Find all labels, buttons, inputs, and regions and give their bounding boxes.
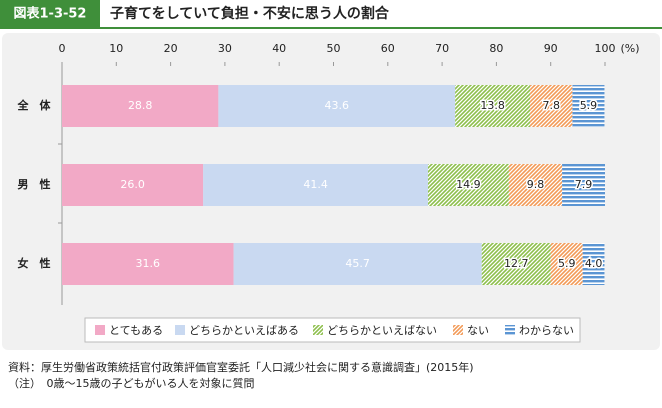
data-label: 28.8 bbox=[128, 99, 153, 112]
data-label: 7.8 bbox=[542, 99, 560, 112]
bar-segment bbox=[233, 243, 482, 285]
data-label: 43.6 bbox=[325, 99, 350, 112]
legend-swatch bbox=[175, 325, 185, 335]
bar-segment bbox=[62, 85, 219, 127]
legend-swatch bbox=[453, 325, 463, 335]
bar-segment bbox=[508, 164, 563, 206]
note: （注） 0歳～15歳の子どもがいる人を対象に質問 bbox=[8, 376, 255, 390]
figure-label: 図表1-3-52 bbox=[14, 6, 87, 22]
x-tick-label: 40 bbox=[272, 42, 286, 55]
x-tick-label: 30 bbox=[218, 42, 232, 55]
legend-swatch bbox=[505, 325, 515, 335]
unit-label: (%) bbox=[620, 42, 639, 55]
legend-swatch bbox=[95, 325, 105, 335]
category-label: 男 性 bbox=[18, 177, 51, 191]
data-label: 26.0 bbox=[120, 178, 145, 191]
bar-segment bbox=[455, 85, 531, 127]
bar-segment bbox=[62, 243, 234, 285]
source: 資料：厚生労働省政策統括官付政策評価官室委託「人口減少社会に関する意識調査」(2… bbox=[8, 360, 474, 374]
data-label: 5.9 bbox=[558, 257, 576, 270]
data-label: 41.4 bbox=[303, 178, 328, 191]
data-label: 4.0 bbox=[585, 257, 603, 270]
chart-title: 子育てをしていて負担・不安に思う人の割合 bbox=[110, 5, 390, 22]
legend-label: どちらかといえばない bbox=[327, 324, 437, 337]
x-tick-label: 90 bbox=[544, 42, 558, 55]
data-label: 12.7 bbox=[504, 257, 529, 270]
x-tick-label: 80 bbox=[489, 42, 503, 55]
x-tick-label: 50 bbox=[327, 42, 341, 55]
x-tick-label: 70 bbox=[435, 42, 449, 55]
category-label: 全 体 bbox=[17, 98, 52, 112]
legend-label: ない bbox=[467, 324, 489, 337]
legend-box bbox=[84, 317, 581, 343]
legend-label: どちらかといえばある bbox=[189, 324, 299, 337]
bar-segment bbox=[427, 164, 509, 206]
x-tick-label: 0 bbox=[59, 42, 66, 55]
bar-segment bbox=[218, 85, 456, 127]
bar-segment bbox=[562, 164, 605, 206]
bar-segment bbox=[572, 85, 605, 127]
bar-segment bbox=[530, 85, 573, 127]
data-label: 7.9 bbox=[575, 178, 593, 191]
legend-swatch bbox=[313, 325, 323, 335]
data-label: 31.6 bbox=[136, 257, 161, 270]
data-label: 45.7 bbox=[345, 257, 370, 270]
data-label: 5.9 bbox=[580, 99, 598, 112]
bar-segment bbox=[481, 243, 551, 285]
bar-segment bbox=[62, 164, 204, 206]
category-label: 女 性 bbox=[18, 256, 51, 270]
legend-label: とてもある bbox=[109, 324, 163, 337]
bar-segment bbox=[203, 164, 428, 206]
figure-label-box bbox=[0, 0, 100, 28]
bar-segment bbox=[550, 243, 583, 285]
x-tick-label: 10 bbox=[109, 42, 123, 55]
legend-label: わからない bbox=[519, 324, 574, 337]
bar-segment bbox=[582, 243, 605, 285]
data-label: 13.8 bbox=[480, 99, 505, 112]
x-tick-label: 100 bbox=[595, 42, 616, 55]
data-label: 9.8 bbox=[527, 178, 545, 191]
x-tick-label: 60 bbox=[381, 42, 395, 55]
data-label: 14.9 bbox=[456, 178, 481, 191]
x-tick-label: 20 bbox=[164, 42, 178, 55]
